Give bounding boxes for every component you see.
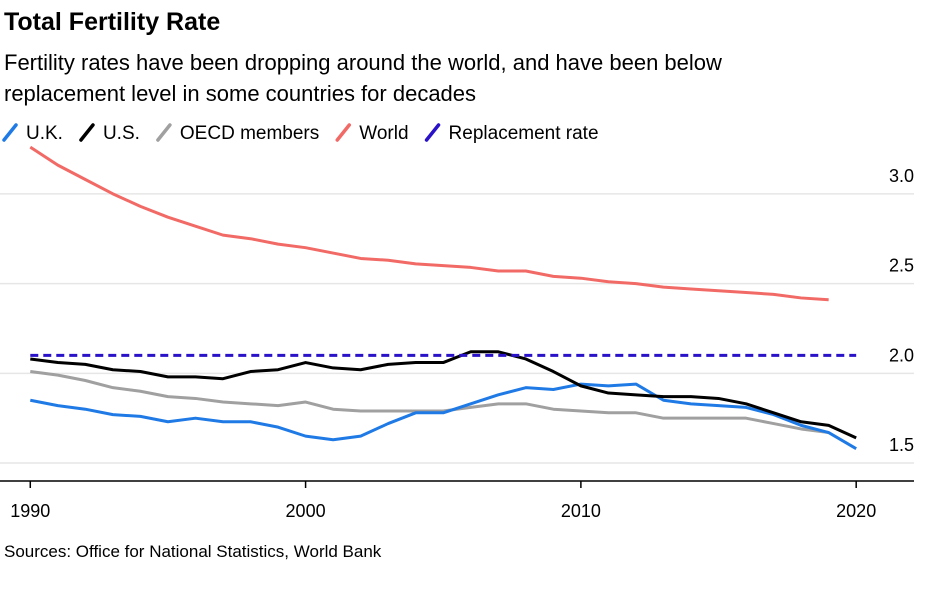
legend-swatch	[424, 123, 441, 142]
series-line	[30, 350, 857, 440]
legend-swatch	[79, 123, 95, 142]
chart-title: Total Fertility Rate	[4, 8, 220, 36]
series-line	[29, 382, 857, 450]
x-tick-label: 2020	[836, 501, 876, 521]
subtitle: replacement level in some countries for …	[4, 81, 476, 106]
subtitle: Fertility rates have been dropping aroun…	[4, 50, 722, 75]
legend-label: U.S.	[103, 123, 140, 144]
legend-label: Replacement rate	[449, 123, 599, 144]
legend-label: U.K.	[26, 123, 63, 144]
y-tick-label: 3.0	[889, 166, 914, 186]
y-tick-label: 2.0	[889, 345, 914, 365]
legend-swatch	[156, 123, 172, 142]
source: Sources: Office for National Statistics,…	[4, 542, 382, 561]
legend-label: OECD members	[180, 123, 319, 144]
series-line	[30, 370, 829, 435]
legend-swatch	[335, 123, 352, 142]
series-line	[29, 145, 829, 302]
x-tick-label: 2010	[561, 501, 601, 521]
y-tick-label: 2.5	[889, 256, 914, 276]
y-tick-label: 1.5	[889, 435, 914, 455]
legend: U.K. U.S. OECD members World Replacement rat…	[2, 123, 599, 144]
x-tick-label: 2000	[286, 501, 326, 521]
legend-swatch	[2, 123, 18, 142]
legend-label: World	[359, 123, 408, 144]
x-tick-label: 1990	[10, 501, 50, 521]
